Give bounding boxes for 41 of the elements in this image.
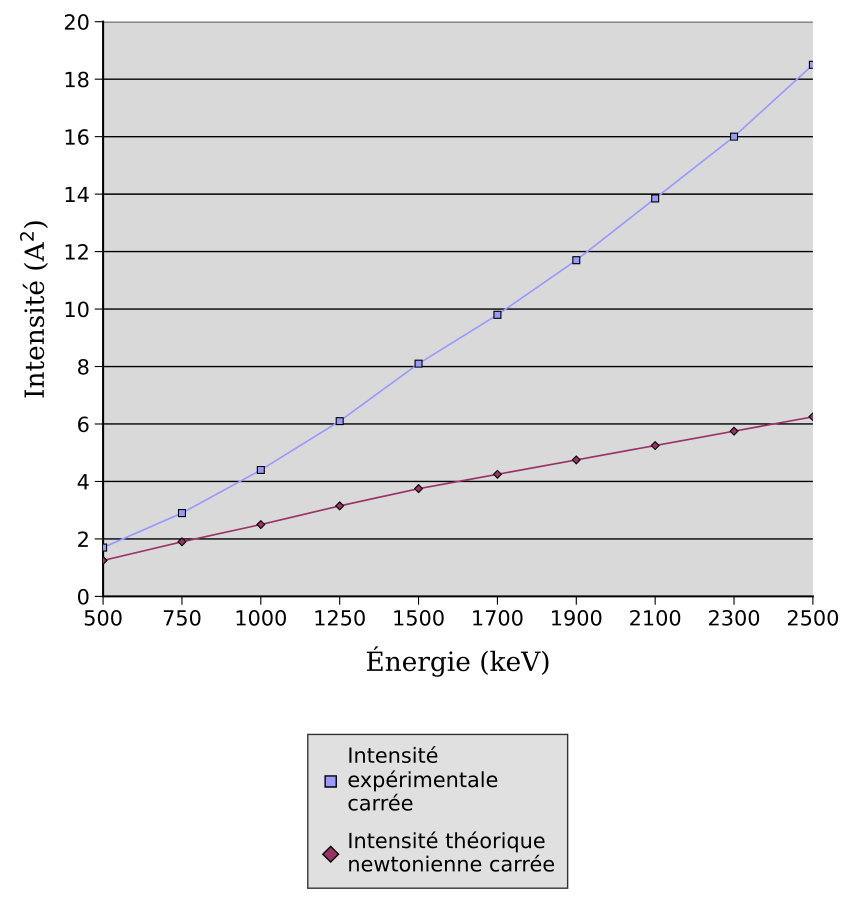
x-tick-label: 2300: [709, 610, 760, 626]
y-tick-label: 10: [66, 302, 89, 318]
x-tick-label: 1900: [552, 610, 602, 626]
point: [730, 426, 739, 436]
y-tick-label: 12: [66, 244, 88, 260]
point: [178, 509, 186, 518]
y-axis-title: Intensité (A$^{2}$): [20, 221, 48, 398]
legend-label: Intensité expérimentale carrée: [348, 746, 498, 811]
point: [414, 360, 423, 368]
x-axis-title: Énergie (keV): [366, 646, 548, 677]
point: [650, 441, 660, 450]
point: [572, 455, 581, 464]
x-tick-label: 1700: [473, 610, 523, 626]
y-tick-label: 6: [78, 416, 89, 432]
x-tick-label: 2100: [630, 610, 680, 626]
x-tick-label: 1000: [236, 610, 286, 626]
legend-label: Intensité théorique newtonienne carrée: [349, 831, 554, 872]
point: [730, 132, 738, 141]
point: [492, 470, 502, 479]
y-tick-label: 18: [66, 72, 88, 88]
y-tick-label: 20: [64, 14, 89, 30]
y-tick-label: 4: [78, 474, 89, 490]
point: [256, 520, 266, 530]
y-tick-label: 8: [78, 358, 88, 375]
point: [572, 256, 580, 264]
point: [336, 417, 344, 426]
x-tick-label: 2500: [788, 610, 838, 626]
x-tick-label: 500: [84, 610, 122, 626]
point: [177, 537, 186, 546]
y-tick-label: 0: [78, 588, 89, 605]
point: [335, 501, 344, 510]
point: [651, 194, 660, 202]
x-tick-label: 1500: [394, 610, 444, 626]
y-tick-label: 14: [66, 186, 89, 202]
point: [493, 310, 502, 319]
x-tick-label: 1250: [315, 610, 365, 626]
point: [414, 484, 424, 494]
y-tick-label: 16: [66, 129, 89, 145]
y-tick-label: 2: [78, 531, 88, 547]
x-tick-label: 750: [164, 610, 200, 626]
point: [256, 466, 265, 474]
